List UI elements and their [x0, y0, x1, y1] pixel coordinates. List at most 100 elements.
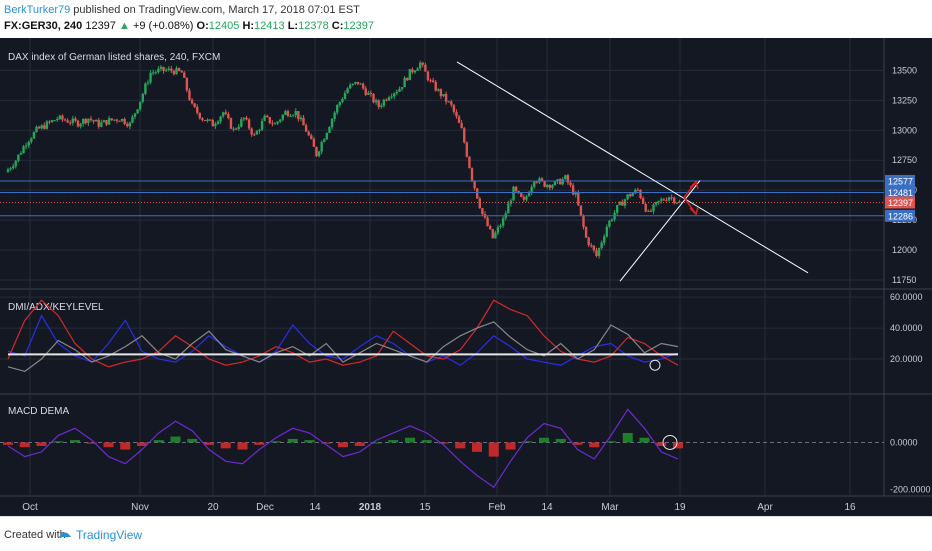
macd-histogram-bar — [254, 442, 265, 445]
candle-body — [628, 194, 632, 197]
candle-body — [406, 77, 409, 81]
candle-body — [299, 117, 303, 120]
high-label: H: — [242, 20, 255, 32]
macd-histogram-bar — [120, 442, 131, 450]
publish-info: BerkTurker79 published on TradingView.co… — [4, 4, 360, 16]
price-label-text: 12286 — [888, 211, 913, 221]
candle-body — [343, 93, 347, 100]
candle-body — [245, 117, 248, 120]
candle-body — [520, 193, 523, 197]
candle-body — [123, 118, 126, 125]
created-with-text: Created with — [4, 529, 66, 541]
y-tick-label: 11750 — [892, 275, 916, 285]
candle-body — [139, 101, 142, 110]
tradingview-brand-link[interactable]: TradingView — [76, 528, 143, 542]
candle-body — [574, 193, 577, 195]
macd-histogram-bar — [421, 440, 432, 443]
candle-body — [437, 89, 440, 91]
candle-body — [496, 227, 500, 233]
candle-body — [126, 124, 129, 127]
candle-body — [48, 121, 51, 123]
candle-body — [30, 138, 33, 142]
candle-body — [32, 132, 36, 139]
candle-body — [276, 121, 279, 124]
x-tick-label: 14 — [541, 502, 553, 513]
low-value: 12378 — [298, 20, 329, 32]
footer: Created with TradingView — [0, 516, 932, 551]
candle-body — [310, 135, 313, 140]
macd-histogram-bar — [53, 441, 64, 443]
candle-body — [621, 201, 624, 206]
candle-body — [546, 184, 549, 187]
candle-body — [424, 64, 427, 72]
price-label-text: 12577 — [888, 176, 913, 186]
macd-histogram-bar — [455, 442, 466, 449]
candle-body — [97, 119, 100, 127]
candle-body — [657, 200, 660, 203]
candle-body — [242, 117, 246, 120]
macd-histogram-bar — [371, 442, 382, 444]
candle-body — [128, 122, 132, 127]
candle-body — [247, 119, 251, 129]
dmi-tick-label: 20.0000 — [890, 354, 923, 364]
candle-body — [229, 118, 233, 129]
candle-body — [27, 141, 30, 146]
candle-body — [304, 125, 308, 132]
candle-body — [336, 105, 339, 113]
main-pane-title: DAX index of German listed shares, 240, … — [8, 52, 220, 63]
candle-body — [393, 93, 396, 97]
candle-body — [333, 112, 336, 119]
candle-body — [468, 156, 471, 169]
candle-body — [400, 87, 404, 90]
candle-body — [473, 180, 476, 189]
candle-body — [312, 139, 316, 147]
candle-body — [408, 69, 412, 81]
candle-body — [639, 189, 642, 199]
candle-body — [579, 205, 583, 216]
candle-body — [667, 197, 671, 201]
candle-body — [273, 123, 277, 125]
author-link[interactable]: BerkTurker79 — [4, 4, 71, 16]
candle-body — [584, 227, 588, 238]
candle-body — [167, 68, 170, 70]
candle-body — [89, 118, 93, 121]
macd-histogram-bar — [36, 442, 47, 446]
dmi-series-line-+DI — [7, 314, 679, 366]
candle-body — [141, 93, 144, 102]
candle-body — [561, 179, 564, 185]
last-price: 12397 — [85, 20, 116, 32]
candle-body — [652, 204, 655, 212]
candle-body — [6, 169, 10, 173]
candle-body — [603, 236, 606, 243]
candle-body — [216, 121, 220, 124]
candle-body — [426, 71, 430, 81]
chart-area[interactable]: Oct Nov 20 Dec 14 2018 15 Feb 14 Mar 19 Apr 16 11750 1… — [0, 38, 932, 516]
candle-body — [662, 199, 666, 201]
candle-body — [351, 83, 354, 85]
candle-body — [224, 112, 227, 115]
candle-body — [297, 111, 300, 120]
candle-body — [348, 84, 352, 89]
macd-histogram-bar — [287, 438, 298, 443]
chart-header: BerkTurker79 published on TradingView.co… — [0, 0, 932, 38]
candle-body — [457, 116, 461, 123]
price-label-box — [885, 209, 915, 222]
macd-highlight-circle — [662, 434, 678, 450]
chart-svg[interactable]: Oct Nov 20 Dec 14 2018 15 Feb 14 Mar 19 Apr 16 11750 1… — [0, 38, 932, 516]
candle-body — [203, 120, 207, 122]
macd-histogram-bar — [555, 438, 566, 443]
breakout-up-arrowhead — [689, 180, 699, 189]
macd-histogram-bar — [572, 442, 583, 445]
candle-body — [463, 128, 466, 143]
candle-body — [164, 69, 168, 71]
macd-histogram-bar — [505, 442, 516, 450]
candle-body — [569, 182, 572, 186]
candle-body — [514, 186, 518, 192]
candle-body — [470, 168, 474, 181]
x-tick-label: Mar — [601, 502, 619, 513]
macd-histogram-bar — [204, 442, 214, 445]
candle-body — [35, 126, 38, 133]
candle-body — [564, 175, 567, 180]
change-arrow: ▲ — [118, 20, 130, 32]
candle-body — [196, 106, 199, 113]
